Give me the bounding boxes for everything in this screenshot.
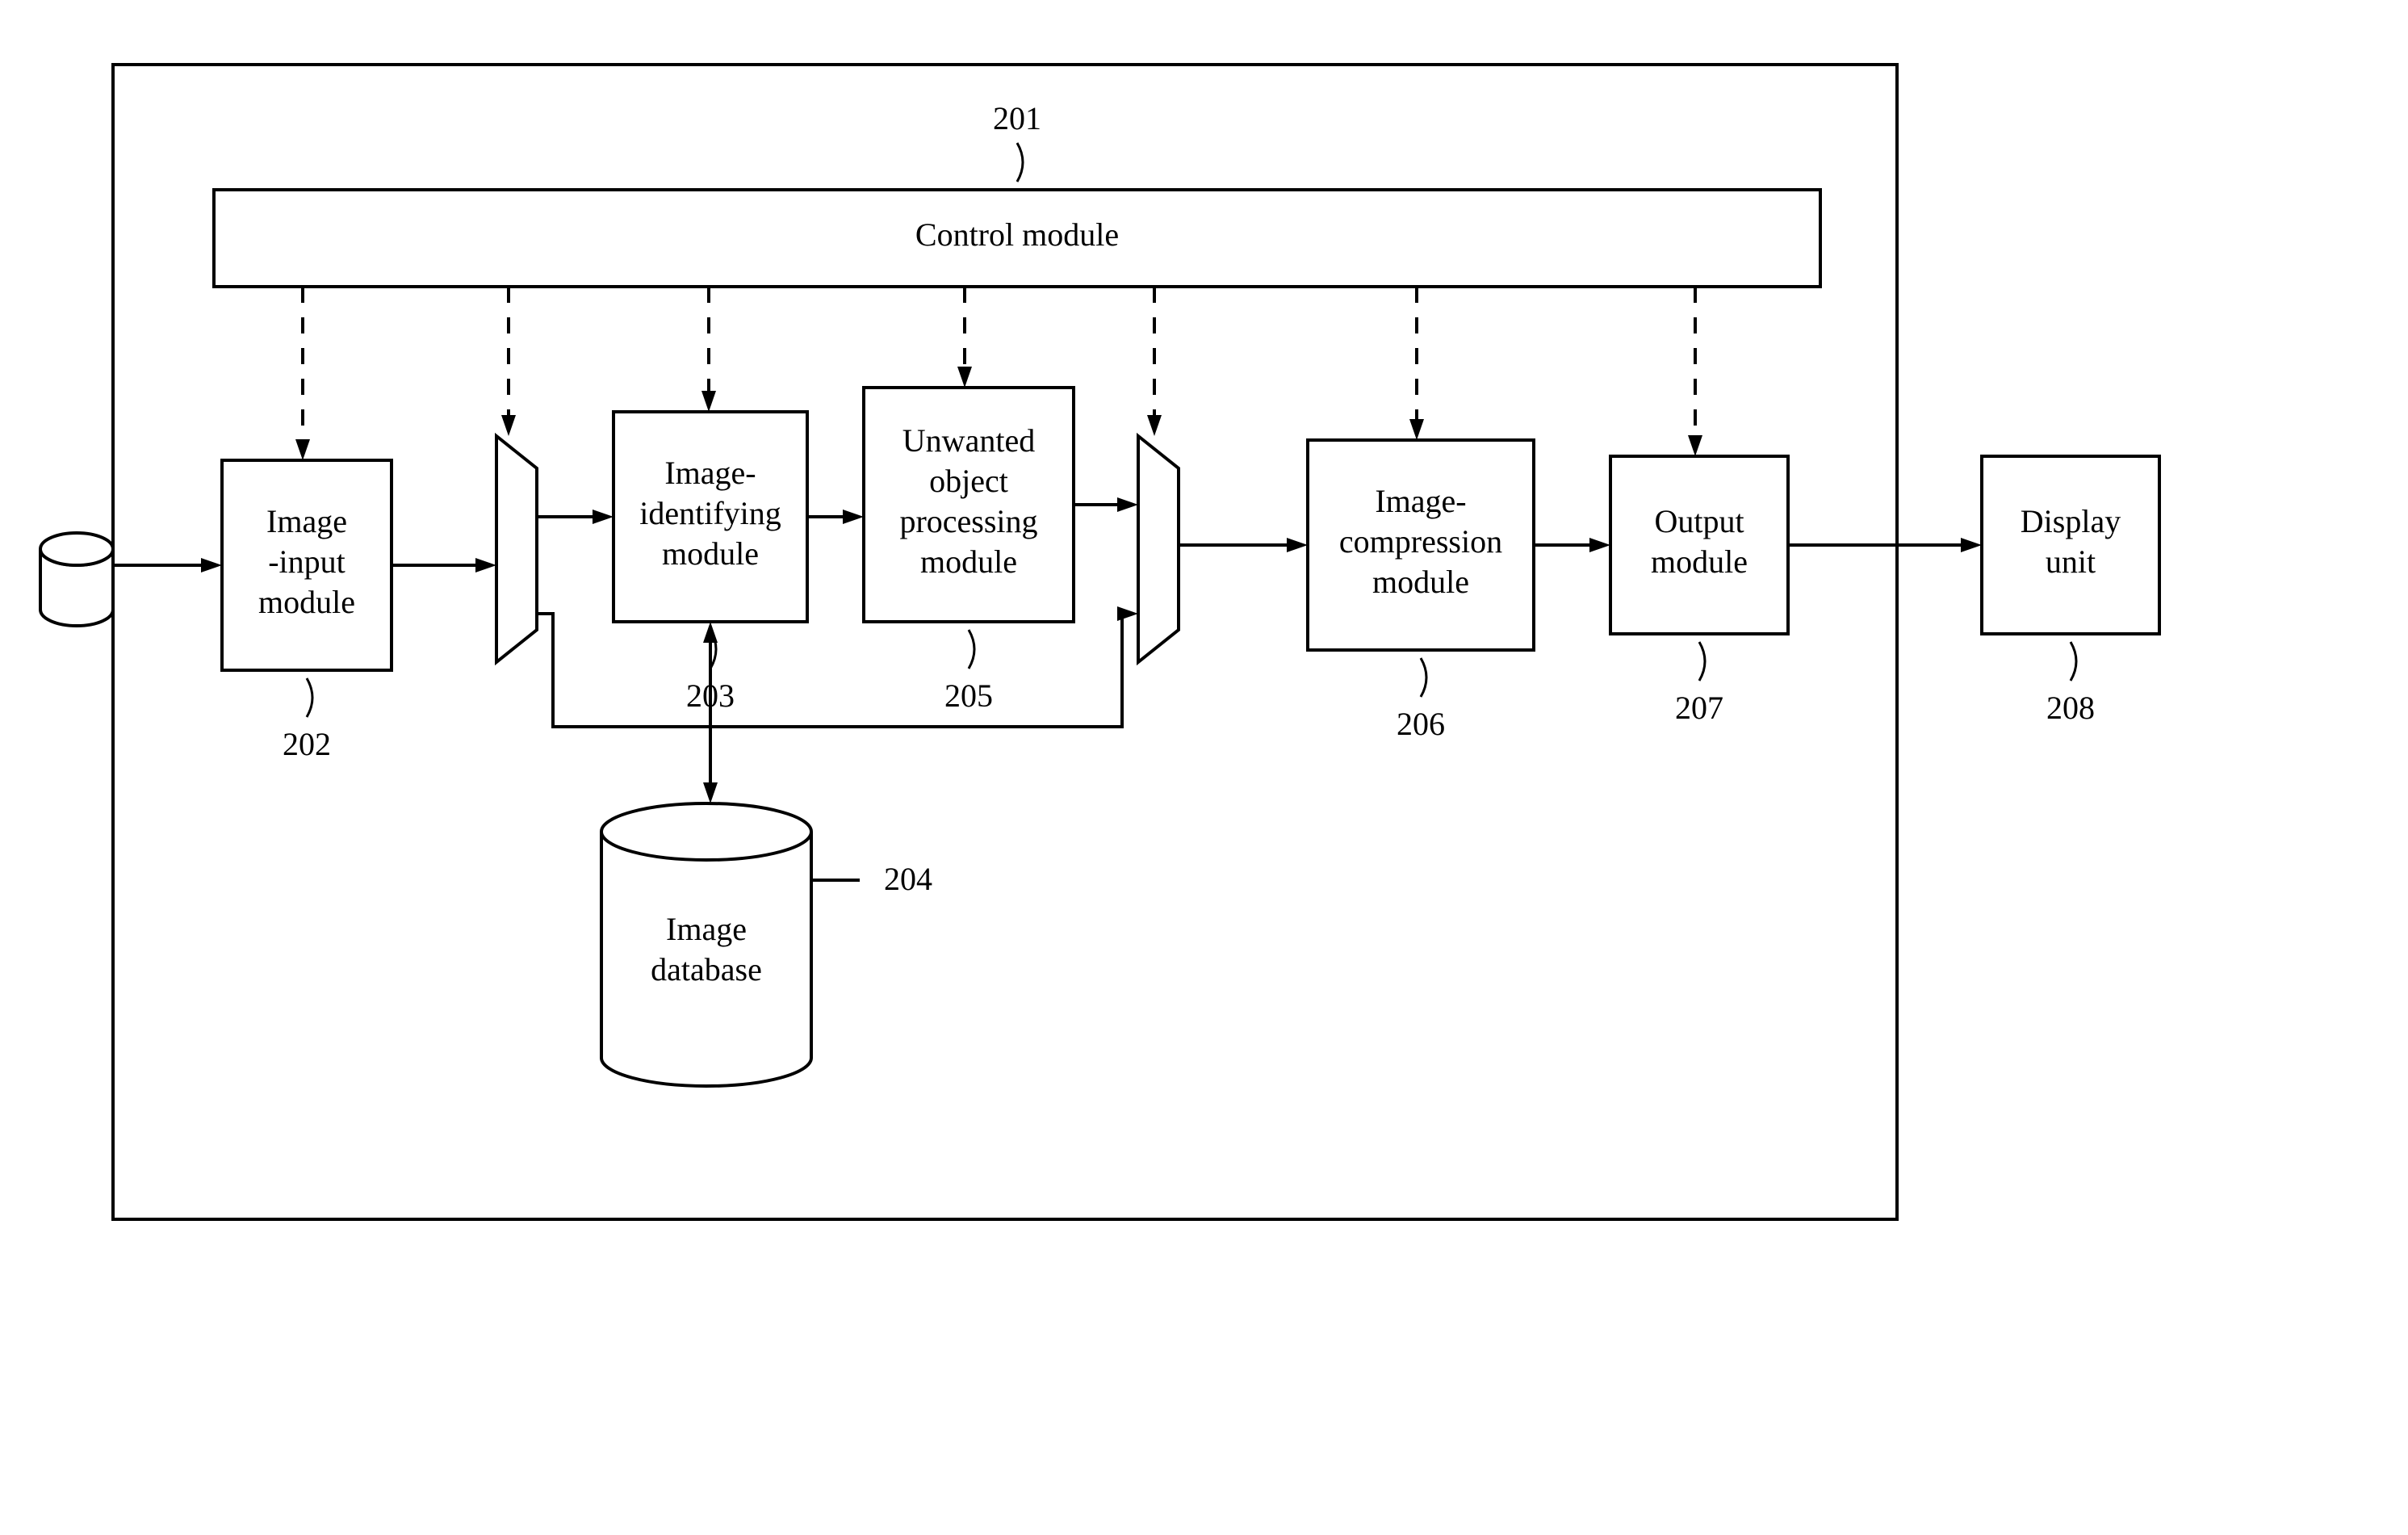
svg-text:module: module bbox=[920, 543, 1017, 580]
svg-text:204: 204 bbox=[884, 861, 932, 897]
svg-text:module: module bbox=[662, 535, 759, 572]
svg-text:module: module bbox=[258, 584, 355, 620]
svg-text:207: 207 bbox=[1675, 690, 1723, 726]
svg-text:-input: -input bbox=[268, 543, 345, 580]
svg-text:module: module bbox=[1372, 564, 1469, 600]
svg-text:compression: compression bbox=[1339, 523, 1502, 560]
svg-text:Image: Image bbox=[266, 503, 347, 539]
svg-text:Image-: Image- bbox=[1375, 483, 1466, 519]
svg-text:unit: unit bbox=[2046, 543, 2096, 580]
svg-text:201: 201 bbox=[993, 100, 1041, 136]
svg-text:Output: Output bbox=[1654, 503, 1744, 539]
svg-text:Display: Display bbox=[2021, 503, 2121, 539]
svg-text:module: module bbox=[1651, 543, 1748, 580]
svg-text:208: 208 bbox=[2046, 690, 2095, 726]
svg-text:identifying: identifying bbox=[639, 495, 781, 531]
svg-text:Image: Image bbox=[666, 911, 747, 947]
svg-text:object: object bbox=[929, 463, 1008, 499]
svg-text:205: 205 bbox=[944, 677, 993, 714]
svg-text:202: 202 bbox=[283, 726, 331, 762]
svg-text:database: database bbox=[651, 951, 762, 988]
svg-text:Image-: Image- bbox=[664, 455, 756, 491]
svg-text:processing: processing bbox=[899, 503, 1037, 539]
svg-text:Control module: Control module bbox=[915, 216, 1119, 253]
svg-text:Unwanted: Unwanted bbox=[902, 422, 1035, 459]
svg-text:206: 206 bbox=[1397, 706, 1445, 742]
